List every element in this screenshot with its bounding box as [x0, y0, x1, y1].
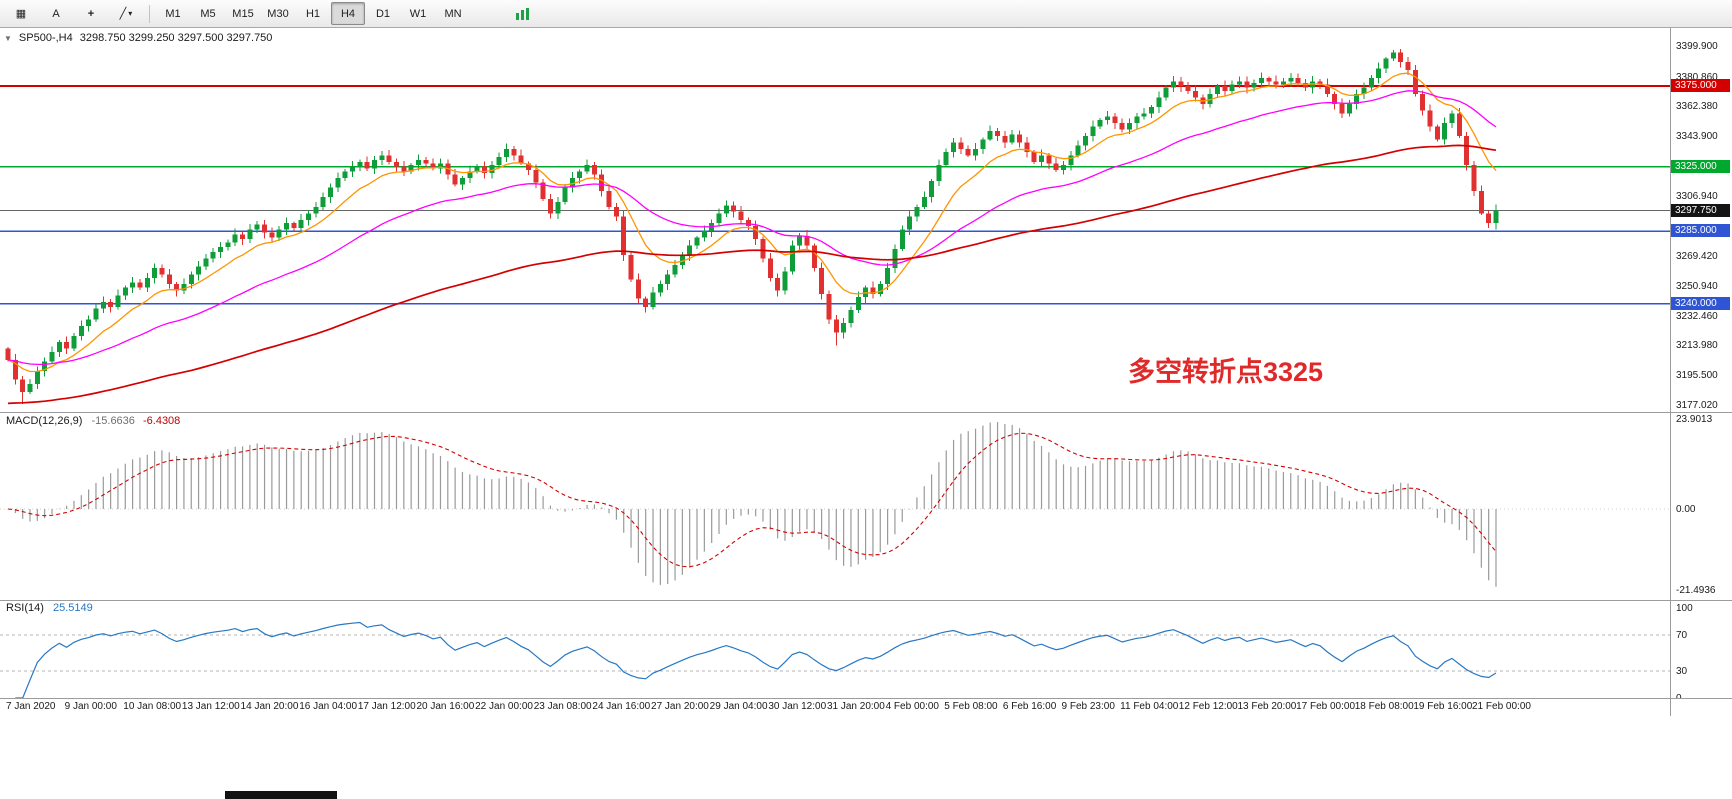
current-price-tag: 3297.750	[1671, 203, 1730, 217]
toolbar: ▦ A + ╱ ▾ M1 M5 M15 M30 H1 H4 D1 W1 MN	[0, 0, 1732, 28]
timeframe-mn[interactable]: MN	[444, 7, 462, 20]
timeframe-m5[interactable]: M5	[200, 7, 216, 20]
crosshair-tool-button[interactable]: +	[74, 2, 108, 25]
time-axis-label: 9 Jan 00:00	[64, 701, 117, 712]
chevron-down-icon: ▾	[128, 9, 133, 18]
symbol-timeframe-label: SP500-,H4	[18, 32, 73, 44]
time-axis-label: 22 Jan 00:00	[475, 701, 533, 712]
price-scale-label: 3362.380	[1676, 101, 1718, 113]
ohlc-values: 3298.750 3299.250 3297.500 3297.750	[79, 32, 273, 44]
time-axis: 7 Jan 2020 9 Jan 00:00 10 Jan 08:00 13 Jan …	[0, 698, 1732, 716]
price-level-tag: 3240.000	[1671, 296, 1730, 310]
price-scale-label: 3380.860	[1676, 71, 1718, 83]
macd-scale: 23.9013 0.00 -21.4936	[1671, 412, 1732, 600]
price-scale: 3399.900 3380.860 3362.380 3343.900 3306.940…	[1671, 28, 1732, 412]
time-axis-label: 5 Feb 08:00	[944, 701, 998, 712]
time-axis-label: 9 Feb 23:00	[1061, 701, 1115, 712]
grid-tool-button[interactable]: ▦	[4, 2, 38, 25]
timeframe-m1[interactable]: M1	[165, 7, 181, 20]
time-axis-label: 17 Feb 00:00	[1296, 701, 1356, 712]
macd-scale-label: 23.9013	[1676, 414, 1713, 425]
price-scale-label: 3343.900	[1676, 131, 1718, 143]
time-axis-label: 6 Feb 16:00	[1002, 701, 1057, 712]
price-level-tag: 3325.000	[1671, 159, 1730, 173]
price-scale-label: 3269.420	[1676, 251, 1718, 263]
price-level-tag: 3375.000	[1671, 79, 1730, 93]
macd-name: MACD(12,26,9)	[6, 415, 83, 427]
time-axis-label: 31 Jan 20:00	[826, 701, 885, 712]
price-scale-label: 3213.980	[1676, 340, 1718, 352]
time-axis-label: 11 Feb 04:00	[1120, 701, 1179, 712]
timeframe-m30[interactable]: M30	[267, 7, 289, 20]
text-tool-button[interactable]: A	[39, 2, 73, 25]
time-axis-label: 24 Jan 16:00	[592, 701, 651, 712]
macd-label: MACD(12,26,9) -15.6636 -6.4308	[6, 415, 180, 427]
price-scale-label: 3399.900	[1676, 41, 1718, 52]
timeframe-m15[interactable]: M15	[232, 7, 254, 20]
grid-icon: ▦	[15, 8, 27, 20]
rsi-value: 25.5149	[52, 602, 93, 614]
draw-tools-dropdown[interactable]: ╱ ▾	[109, 2, 143, 25]
time-axis-label: 17 Jan 12:00	[357, 701, 416, 712]
macd-scale-label: -21.4936	[1676, 584, 1716, 596]
time-axis-label: 12 Feb 12:00	[1178, 701, 1238, 712]
time-axis-label: 29 Jan 04:00	[709, 701, 768, 712]
green-bars-icon[interactable]	[515, 7, 531, 21]
time-axis-label: 10 Jan 08:00	[123, 701, 182, 712]
toolbar-separator	[149, 4, 150, 23]
taskbar-fragment	[225, 791, 337, 799]
time-axis-label: 18 Feb 08:00	[1354, 701, 1414, 712]
price-scale-label: 3195.500	[1676, 370, 1718, 382]
time-axis-label: 13 Feb 20:00	[1237, 701, 1297, 712]
price-level-tag: 3285.000	[1671, 224, 1730, 238]
symbol-info-line: ▼ SP500-,H4 3298.750 3299.250 3297.500 3…	[4, 32, 272, 45]
panel-separator[interactable]	[0, 600, 1732, 601]
time-axis-label: 19 Feb 16:00	[1413, 701, 1473, 712]
text-tool-icon: A	[52, 7, 60, 20]
time-axis-label: 14 Jan 20:00	[240, 701, 299, 712]
timeframe-h4[interactable]: H4	[331, 2, 365, 25]
macd-scale-label: 0.00	[1676, 504, 1696, 515]
rsi-scale-label: 70	[1676, 630, 1688, 641]
chart-text-annotation[interactable]: 多空转折点3325	[1128, 357, 1324, 387]
collapse-icon[interactable]: ▼	[4, 34, 12, 43]
timeframe-h1[interactable]: H1	[305, 7, 321, 20]
rsi-scale-label: 100	[1676, 603, 1693, 614]
time-axis-label: 21 Feb 00:00	[1472, 701, 1531, 712]
time-axis-label: 20 Jan 16:00	[416, 701, 475, 712]
time-axis-label: 4 Feb 00:00	[885, 701, 939, 712]
price-scale-label: 3232.460	[1676, 310, 1718, 322]
macd-main-value: -15.6636	[91, 415, 135, 427]
trendline-icon: ╱	[119, 8, 127, 20]
timeframe-group: M1 M5 M15 M30 H1 H4 D1 W1 MN	[156, 2, 470, 25]
price-scale-label: 3250.940	[1676, 280, 1718, 292]
macd-panel[interactable]	[0, 412, 1670, 600]
time-axis-label: 13 Jan 12:00	[181, 701, 240, 712]
price-scale-label: 3306.940	[1676, 190, 1718, 202]
rsi-scale-label: 30	[1676, 666, 1688, 677]
rsi-panel[interactable]	[0, 600, 1670, 698]
scale-separator	[1670, 28, 1671, 716]
macd-signal-value: -6.4308	[142, 415, 181, 427]
panel-separator[interactable]	[0, 412, 1732, 413]
crosshair-icon: +	[87, 7, 95, 20]
timeframe-w1[interactable]: W1	[409, 7, 427, 20]
bottom-strip	[0, 716, 1732, 799]
rsi-label: RSI(14) 25.5149	[6, 602, 93, 614]
axis-separator	[0, 698, 1732, 699]
rsi-name: RSI(14)	[6, 602, 44, 614]
time-axis-label: 7 Jan 2020	[6, 701, 56, 712]
time-axis-label: 27 Jan 20:00	[651, 701, 709, 712]
timeframe-d1[interactable]: D1	[375, 7, 391, 20]
price-chart[interactable]	[0, 28, 1670, 412]
time-axis-label: 30 Jan 12:00	[768, 701, 827, 712]
price-scale-label: 3177.020	[1676, 399, 1718, 411]
rsi-scale: 10070300	[1671, 600, 1732, 704]
time-axis-label: 16 Jan 04:00	[299, 701, 358, 712]
time-axis-label: 23 Jan 08:00	[533, 701, 592, 712]
